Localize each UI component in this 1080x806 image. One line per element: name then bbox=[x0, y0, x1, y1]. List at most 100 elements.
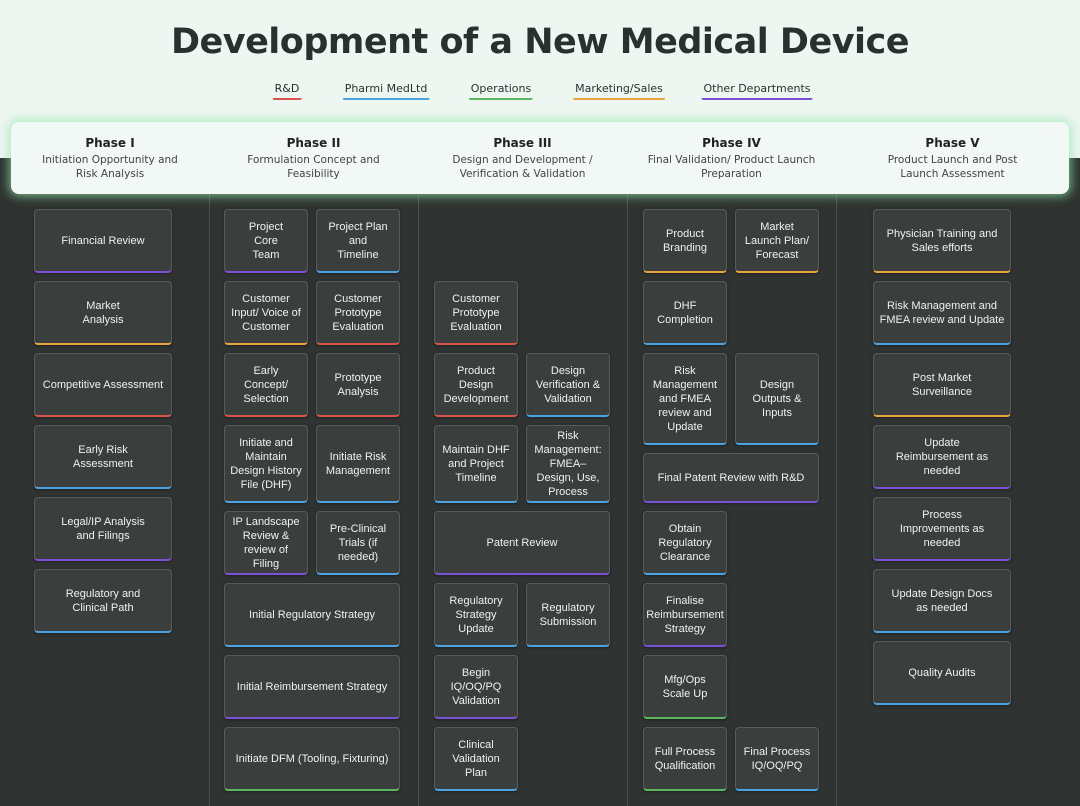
task-card: Customer Input/ Voice of Customer bbox=[224, 281, 308, 345]
phase-subtitle: Final Validation/ Product Launch Prepara… bbox=[647, 154, 816, 180]
task-card-label: Final Patent Review with R&D bbox=[657, 471, 805, 484]
phase-subtitle: Product Launch and Post Launch Assessmen… bbox=[887, 154, 1018, 180]
task-card: Quality Audits bbox=[873, 641, 1011, 705]
task-card-label: DHF Completion bbox=[657, 299, 713, 326]
column-divider bbox=[418, 122, 419, 806]
phase-subtitle: Design and Development / Verification & … bbox=[452, 154, 593, 180]
task-card: Mfg/Ops Scale Up bbox=[643, 655, 727, 719]
phase-name: Phase III bbox=[493, 136, 552, 150]
task-card: Pre-Clinical Trials (if needed) bbox=[316, 511, 400, 575]
task-card: Customer Prototype Evaluation bbox=[434, 281, 518, 345]
task-card-label: Process Improvements as needed bbox=[899, 508, 985, 549]
task-card-label: Project Plan and Timeline bbox=[328, 220, 388, 261]
task-card-label: Final Process IQ/OQ/PQ bbox=[743, 745, 811, 772]
task-card: Legal/IP Analysis and Filings bbox=[34, 497, 172, 561]
task-card-label: Early Concept/ Selection bbox=[243, 364, 289, 405]
task-card: Early Concept/ Selection bbox=[224, 353, 308, 417]
task-card-label: Early Risk Assessment bbox=[73, 443, 133, 470]
task-card-label: Regulatory and Clinical Path bbox=[65, 587, 141, 614]
task-card: Early Risk Assessment bbox=[34, 425, 172, 489]
phase-header-3: Phase III Design and Development / Verif… bbox=[418, 122, 627, 194]
task-card-label: Initiate Risk Management bbox=[325, 450, 391, 477]
task-card-label: Begin IQ/OQ/PQ Validation bbox=[450, 666, 502, 707]
legend-item-pharmi: Pharmi MedLtd bbox=[342, 82, 430, 100]
task-card: Customer Prototype Evaluation bbox=[316, 281, 400, 345]
task-card-label: Customer Input/ Voice of Customer bbox=[231, 292, 301, 333]
phase-name: Phase V bbox=[925, 136, 980, 150]
task-card-label: IP Landscape Review & review of Filing bbox=[232, 515, 300, 570]
task-card: Financial Review bbox=[34, 209, 172, 273]
task-card-label: Obtain Regulatory Clearance bbox=[658, 522, 712, 563]
task-card: Patent Review bbox=[434, 511, 610, 575]
task-card-label: Initial Regulatory Strategy bbox=[249, 608, 375, 621]
column-divider bbox=[627, 122, 628, 806]
task-card-label: Design Outputs & Inputs bbox=[752, 378, 802, 419]
task-card: Full Process Qualification bbox=[643, 727, 727, 791]
task-card-label: Finalise Reimbursement Strategy bbox=[646, 594, 724, 635]
task-card-label: Customer Prototype Evaluation bbox=[450, 292, 502, 333]
task-card: Physician Training and Sales efforts bbox=[873, 209, 1011, 273]
task-card-label: Market Launch Plan/ Forecast bbox=[744, 220, 810, 261]
task-card: Design Outputs & Inputs bbox=[735, 353, 819, 445]
column-divider bbox=[836, 122, 837, 806]
legend-item-other: Other Departments bbox=[701, 82, 813, 100]
task-card: Regulatory and Clinical Path bbox=[34, 569, 172, 633]
task-card: Process Improvements as needed bbox=[873, 497, 1011, 561]
task-card: Update Design Docs as needed bbox=[873, 569, 1011, 633]
task-card-label: Legal/IP Analysis and Filings bbox=[61, 515, 145, 542]
task-card: Design Verification & Validation bbox=[526, 353, 610, 417]
task-card: Product Design Development bbox=[434, 353, 518, 417]
task-card-label: Regulatory Strategy Update bbox=[449, 594, 503, 635]
task-card: Begin IQ/OQ/PQ Validation bbox=[434, 655, 518, 719]
task-card-label: Product Branding bbox=[662, 227, 708, 254]
task-card: Project Plan and Timeline bbox=[316, 209, 400, 273]
task-card: Maintain DHF and Project Timeline bbox=[434, 425, 518, 503]
task-card-label: Initiate DFM (Tooling, Fixturing) bbox=[235, 752, 389, 765]
task-card-label: Design Verification & Validation bbox=[535, 364, 601, 405]
phase-subtitle: Initiation Opportunity and Risk Analysis bbox=[42, 154, 178, 180]
task-card: Product Branding bbox=[643, 209, 727, 273]
phase-name: Phase IV bbox=[702, 136, 761, 150]
legend-item-marketing: Marketing/Sales bbox=[573, 82, 665, 100]
task-card-label: Initial Reimbursement Strategy bbox=[236, 680, 388, 693]
task-card: Risk Management and FMEA review and Upda… bbox=[643, 353, 727, 445]
task-card: IP Landscape Review & review of Filing bbox=[224, 511, 308, 575]
page-title: Development of a New Medical Device bbox=[170, 22, 910, 62]
phase-name: Phase II bbox=[286, 136, 341, 150]
task-card: Final Process IQ/OQ/PQ bbox=[735, 727, 819, 791]
phase-header-2: Phase II Formulation Concept and Feasibi… bbox=[209, 122, 418, 194]
task-card: Final Patent Review with R&D bbox=[643, 453, 819, 503]
task-card: Obtain Regulatory Clearance bbox=[643, 511, 727, 575]
task-card-label: Customer Prototype Evaluation bbox=[332, 292, 384, 333]
task-card-label: Update Design Docs as needed bbox=[891, 587, 993, 614]
task-card: Update Reimbursement as needed bbox=[873, 425, 1011, 489]
phase-header-4: Phase IV Final Validation/ Product Launc… bbox=[627, 122, 836, 194]
task-card: Market Analysis bbox=[34, 281, 172, 345]
task-card: Market Launch Plan/ Forecast bbox=[735, 209, 819, 273]
task-card-label: Prototype Analysis bbox=[334, 371, 382, 398]
task-card-label: Patent Review bbox=[486, 536, 558, 549]
task-card-label: Regulatory Submission bbox=[539, 601, 597, 628]
task-card: Prototype Analysis bbox=[316, 353, 400, 417]
phase-header-bar: Phase I Initiation Opportunity and Risk … bbox=[11, 122, 1069, 194]
task-card: Risk Management: FMEA–Design, Use, Proce… bbox=[526, 425, 610, 503]
task-card-label: Market Analysis bbox=[82, 299, 124, 326]
task-card: Finalise Reimbursement Strategy bbox=[643, 583, 727, 647]
task-card-label: Pre-Clinical Trials (if needed) bbox=[329, 522, 387, 563]
task-card-label: Risk Management: FMEA–Design, Use, Proce… bbox=[534, 429, 602, 498]
task-card: Initiate Risk Management bbox=[316, 425, 400, 503]
task-card: Clinical Validation Plan bbox=[434, 727, 518, 791]
task-card-label: Risk Management and FMEA review and Upda… bbox=[879, 299, 1005, 326]
task-card-label: Maintain DHF and Project Timeline bbox=[442, 443, 510, 484]
legend-item-rd: R&D bbox=[272, 82, 302, 100]
task-card-label: Update Reimbursement as needed bbox=[895, 436, 989, 477]
task-card: DHF Completion bbox=[643, 281, 727, 345]
task-card: Post Market Surveillance bbox=[873, 353, 1011, 417]
task-card-label: Post Market Surveillance bbox=[912, 371, 972, 398]
phase-name: Phase I bbox=[85, 136, 135, 150]
task-card: Risk Management and FMEA review and Upda… bbox=[873, 281, 1011, 345]
task-card: Initial Regulatory Strategy bbox=[224, 583, 400, 647]
task-card-label: Clinical Validation Plan bbox=[452, 738, 500, 779]
column-divider bbox=[209, 122, 210, 806]
task-card: Regulatory Submission bbox=[526, 583, 610, 647]
